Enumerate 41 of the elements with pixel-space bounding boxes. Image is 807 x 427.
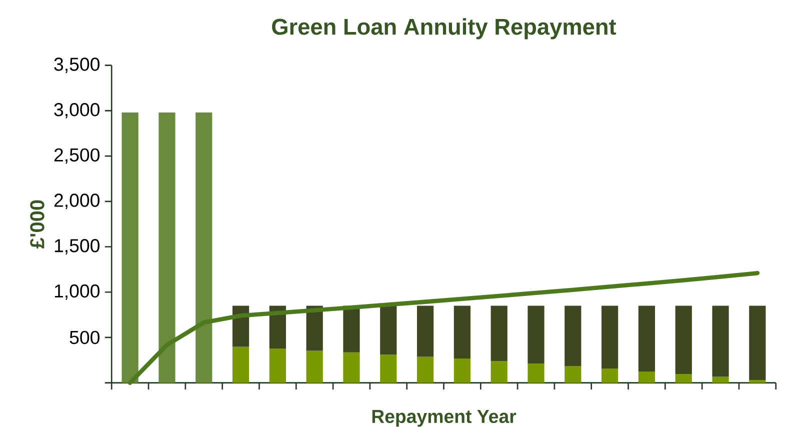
y-tick-label: 3,000 [54,103,100,118]
bar [232,306,250,347]
bar [528,364,544,383]
y-tick-label: 3,500 [54,58,100,74]
bar [232,346,250,383]
bar [638,306,656,372]
bar [675,306,692,374]
bar [416,306,434,357]
bar [638,372,656,383]
bar [380,306,397,355]
bar [712,376,729,383]
bar [269,348,286,383]
bar [564,366,582,383]
bar [528,306,544,364]
bar [749,380,766,383]
bar [416,356,434,383]
chart-title: Green Loan Annuity Repayment [272,18,616,40]
bar [564,306,582,366]
bar [343,352,360,383]
bar [306,350,323,383]
bar [712,306,729,377]
bar [749,306,766,380]
bar [343,306,360,353]
bar [490,306,508,362]
bar [196,112,212,383]
bar [380,354,397,383]
y-tick-label: 1,000 [54,284,100,300]
y-axis-title: £'000 [30,200,44,249]
y-tick-label: 2,500 [54,148,100,164]
y-tick-label: 1,500 [54,239,100,255]
bar [490,361,508,383]
bar [454,306,470,359]
bar [602,368,618,383]
bar [675,374,692,383]
bar [158,112,176,383]
bar [122,112,138,383]
y-tick-label: 2,000 [54,194,100,210]
bar [602,306,618,369]
x-axis-title: Repayment Year [372,410,516,427]
bar [454,358,470,383]
y-tick-label: 500 [70,330,100,344]
